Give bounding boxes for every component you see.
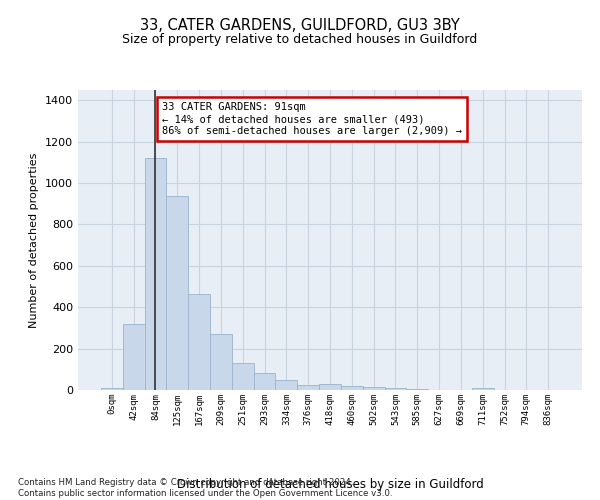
Y-axis label: Number of detached properties: Number of detached properties	[29, 152, 40, 328]
Bar	[406, 389, 428, 390]
Bar	[254, 374, 275, 390]
Text: Size of property relative to detached houses in Guildford: Size of property relative to detached ho…	[122, 32, 478, 46]
Bar	[319, 384, 341, 390]
Bar	[166, 196, 188, 390]
Bar	[145, 158, 166, 390]
Bar	[341, 386, 363, 390]
Bar	[188, 294, 210, 390]
Bar	[472, 388, 494, 390]
Bar	[123, 324, 145, 390]
Bar	[232, 363, 254, 390]
X-axis label: Distribution of detached houses by size in Guildford: Distribution of detached houses by size …	[176, 478, 484, 491]
Bar	[385, 388, 406, 390]
Bar	[363, 387, 385, 390]
Bar	[210, 334, 232, 390]
Text: 33, CATER GARDENS, GUILDFORD, GU3 3BY: 33, CATER GARDENS, GUILDFORD, GU3 3BY	[140, 18, 460, 32]
Bar	[297, 385, 319, 390]
Text: Contains HM Land Registry data © Crown copyright and database right 2024.
Contai: Contains HM Land Registry data © Crown c…	[18, 478, 392, 498]
Text: 33 CATER GARDENS: 91sqm
← 14% of detached houses are smaller (493)
86% of semi-d: 33 CATER GARDENS: 91sqm ← 14% of detache…	[162, 102, 462, 136]
Bar	[101, 388, 123, 390]
Bar	[275, 380, 297, 390]
